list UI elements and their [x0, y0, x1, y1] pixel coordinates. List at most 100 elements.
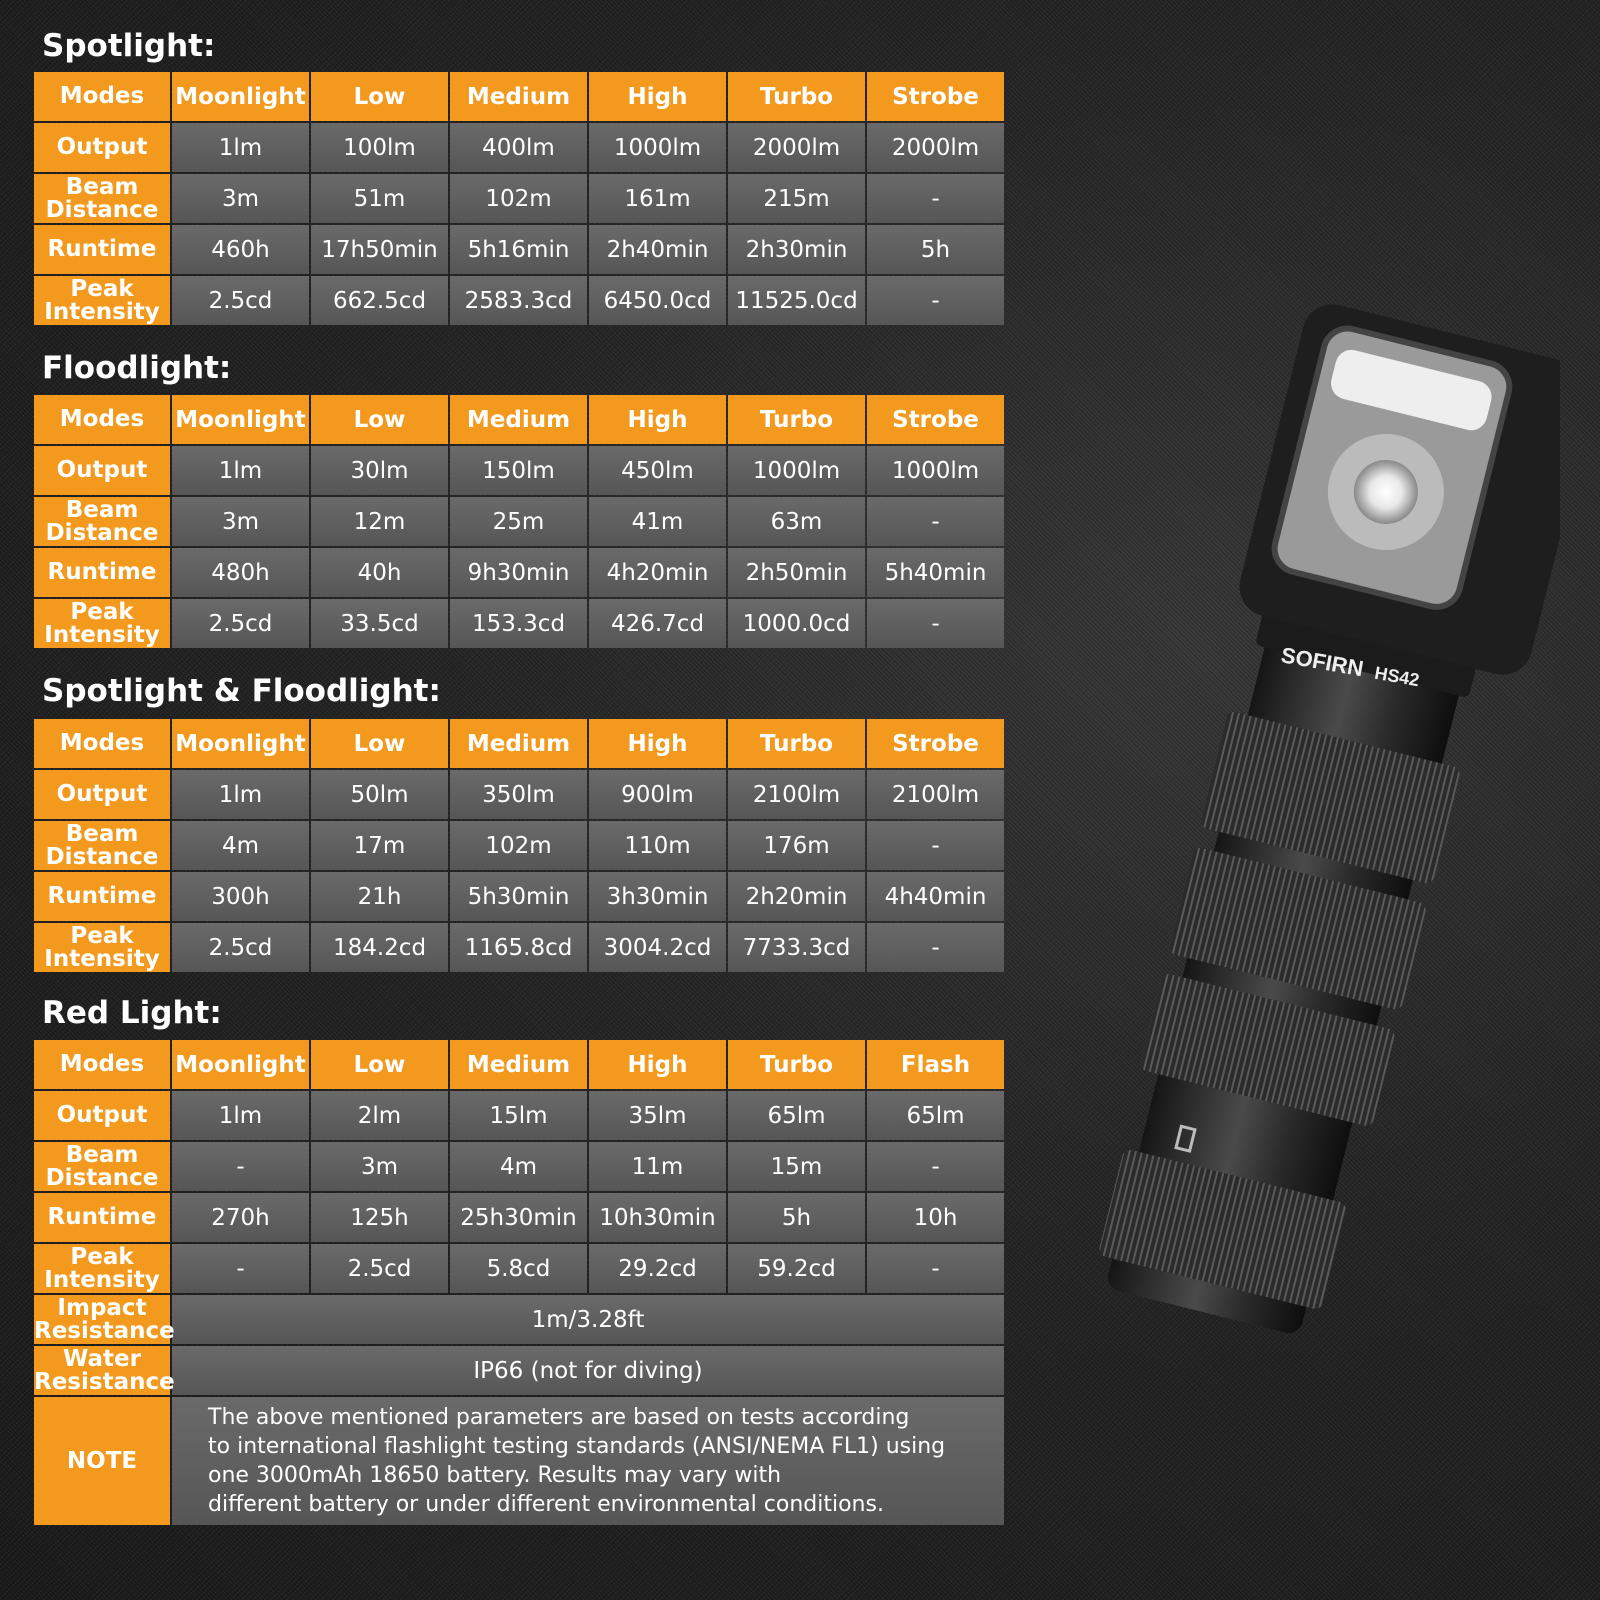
header-cell: Low — [311, 1040, 448, 1089]
value-cell: 1000lm — [589, 123, 726, 172]
value-cell: 100lm — [311, 123, 448, 172]
section-title: Spotlight & Floodlight: — [42, 673, 441, 709]
value-cell: 2000lm — [867, 123, 1004, 172]
header-cell: Turbo — [728, 719, 865, 768]
row-label: Runtime — [34, 872, 170, 921]
value-cell: - — [867, 174, 1004, 223]
value-cell: 5h40min — [867, 548, 1004, 597]
value-cell: 150lm — [450, 446, 587, 495]
value-cell: 59.2cd — [728, 1244, 865, 1293]
value-cell: 63m — [728, 497, 865, 546]
table-row: Beam Distance 3m 12m 25m 41m 63m - — [34, 497, 1004, 546]
header-cell: Medium — [450, 395, 587, 444]
value-cell: 15lm — [450, 1091, 587, 1140]
header-cell: High — [589, 395, 726, 444]
value-cell: - — [867, 1142, 1004, 1191]
table-row: Output 1lm 30lm 150lm 450lm 1000lm 1000lm — [34, 446, 1004, 495]
spec-table: Modes Moonlight Low Medium High Turbo Strobe Ou… — [32, 393, 1006, 650]
spec-table: Modes Moonlight Low Medium High Turbo Strobe Ou… — [32, 717, 1006, 974]
value-cell: 3004.2cd — [589, 923, 726, 972]
value-cell: 2h20min — [728, 872, 865, 921]
table-row: Runtime 300h 21h 5h30min 3h30min 2h20min 4h40m… — [34, 872, 1004, 921]
header-cell: Moonlight — [172, 719, 309, 768]
value-cell: 161m — [589, 174, 726, 223]
header-cell: High — [589, 719, 726, 768]
value-cell: - — [172, 1244, 309, 1293]
value-cell: 17h50min — [311, 225, 448, 274]
value-cell: 2lm — [311, 1091, 448, 1140]
value-cell: 2.5cd — [311, 1244, 448, 1293]
header-row: Modes Moonlight Low Medium High Turbo Strobe — [34, 72, 1004, 121]
value-cell: 350lm — [450, 770, 587, 819]
header-cell: Strobe — [867, 719, 1004, 768]
table-row: Output 1lm 2lm 15lm 35lm 65lm 65lm — [34, 1091, 1004, 1140]
value-cell: 1lm — [172, 446, 309, 495]
header-row: Modes Moonlight Low Medium High Turbo Flash — [34, 1040, 1004, 1089]
header-cell: Strobe — [867, 395, 1004, 444]
header-cell: Moonlight — [172, 395, 309, 444]
header-cell: Turbo — [728, 1040, 865, 1089]
value-cell: 1m/3.28ft — [172, 1295, 1004, 1344]
header-cell: High — [589, 72, 726, 121]
header-cell: Strobe — [867, 72, 1004, 121]
value-cell: 17m — [311, 821, 448, 870]
value-cell: 40h — [311, 548, 448, 597]
header-cell: Low — [311, 72, 448, 121]
note-row: NOTE The above mentioned parameters are b… — [34, 1397, 1004, 1525]
row-label: Beam Distance — [34, 1142, 170, 1191]
row-label: Peak Intensity — [34, 1244, 170, 1293]
note-line: one 3000mAh 18650 battery. Results may v… — [208, 1463, 782, 1488]
value-cell: 102m — [450, 174, 587, 223]
value-cell: 184.2cd — [311, 923, 448, 972]
value-cell: 2h40min — [589, 225, 726, 274]
value-cell: 4h40min — [867, 872, 1004, 921]
header-cell: Flash — [867, 1040, 1004, 1089]
value-cell: 1lm — [172, 123, 309, 172]
row-label: Runtime — [34, 548, 170, 597]
row-label: Beam Distance — [34, 174, 170, 223]
value-cell: 51m — [311, 174, 448, 223]
row-label: Output — [34, 770, 170, 819]
battery-icon — [1174, 1124, 1197, 1153]
value-cell: 2100lm — [728, 770, 865, 819]
value-cell: 29.2cd — [589, 1244, 726, 1293]
value-cell: 5h16min — [450, 225, 587, 274]
row-label: Output — [34, 1091, 170, 1140]
value-cell: 10h — [867, 1193, 1004, 1242]
section-title: Red Light: — [42, 995, 222, 1031]
flashlight-image: SOFIRN HS42 — [1099, 304, 1560, 1334]
table-row: Peak Intensity 2.5cd 662.5cd 2583.3cd 6450.0… — [34, 276, 1004, 325]
value-cell: 215m — [728, 174, 865, 223]
row-label: Beam Distance — [34, 821, 170, 870]
value-cell: 3m — [172, 174, 309, 223]
value-cell: IP66 (not for diving) — [172, 1346, 1004, 1395]
value-cell: 5h30min — [450, 872, 587, 921]
header-cell: Moonlight — [172, 1040, 309, 1089]
value-cell: 41m — [589, 497, 726, 546]
value-cell: 2100lm — [867, 770, 1004, 819]
row-label: Output — [34, 446, 170, 495]
value-cell: 3m — [172, 497, 309, 546]
table-row: Peak Intensity 2.5cd 33.5cd 153.3cd 426.7cd 1… — [34, 599, 1004, 648]
table-row: Water Resistance IP66 (not for diving) — [34, 1346, 1004, 1395]
value-cell: 3m — [311, 1142, 448, 1191]
row-label: Impact Resistance — [34, 1294, 175, 1344]
value-cell: 480h — [172, 548, 309, 597]
value-cell: 5h — [728, 1193, 865, 1242]
row-label: Output — [34, 123, 170, 172]
table-row: Peak Intensity -2.5cd 5.8cd 29.2cd 59.2cd - — [34, 1244, 1004, 1293]
header-cell: Turbo — [728, 395, 865, 444]
value-cell: 300h — [172, 872, 309, 921]
header-cell: Turbo — [728, 72, 865, 121]
value-cell: 153.3cd — [450, 599, 587, 648]
value-cell: - — [867, 497, 1004, 546]
table-row: Beam Distance 3m 51m 102m 161m 215m - — [34, 174, 1004, 223]
value-cell: 33.5cd — [311, 599, 448, 648]
value-cell: 2h50min — [728, 548, 865, 597]
table-row: Impact Resistance 1m/3.28ft — [34, 1295, 1004, 1344]
value-cell: 110m — [589, 821, 726, 870]
value-cell: 2.5cd — [172, 276, 309, 325]
header-cell: Modes — [34, 72, 170, 121]
value-cell: 662.5cd — [311, 276, 448, 325]
value-cell: 460h — [172, 225, 309, 274]
